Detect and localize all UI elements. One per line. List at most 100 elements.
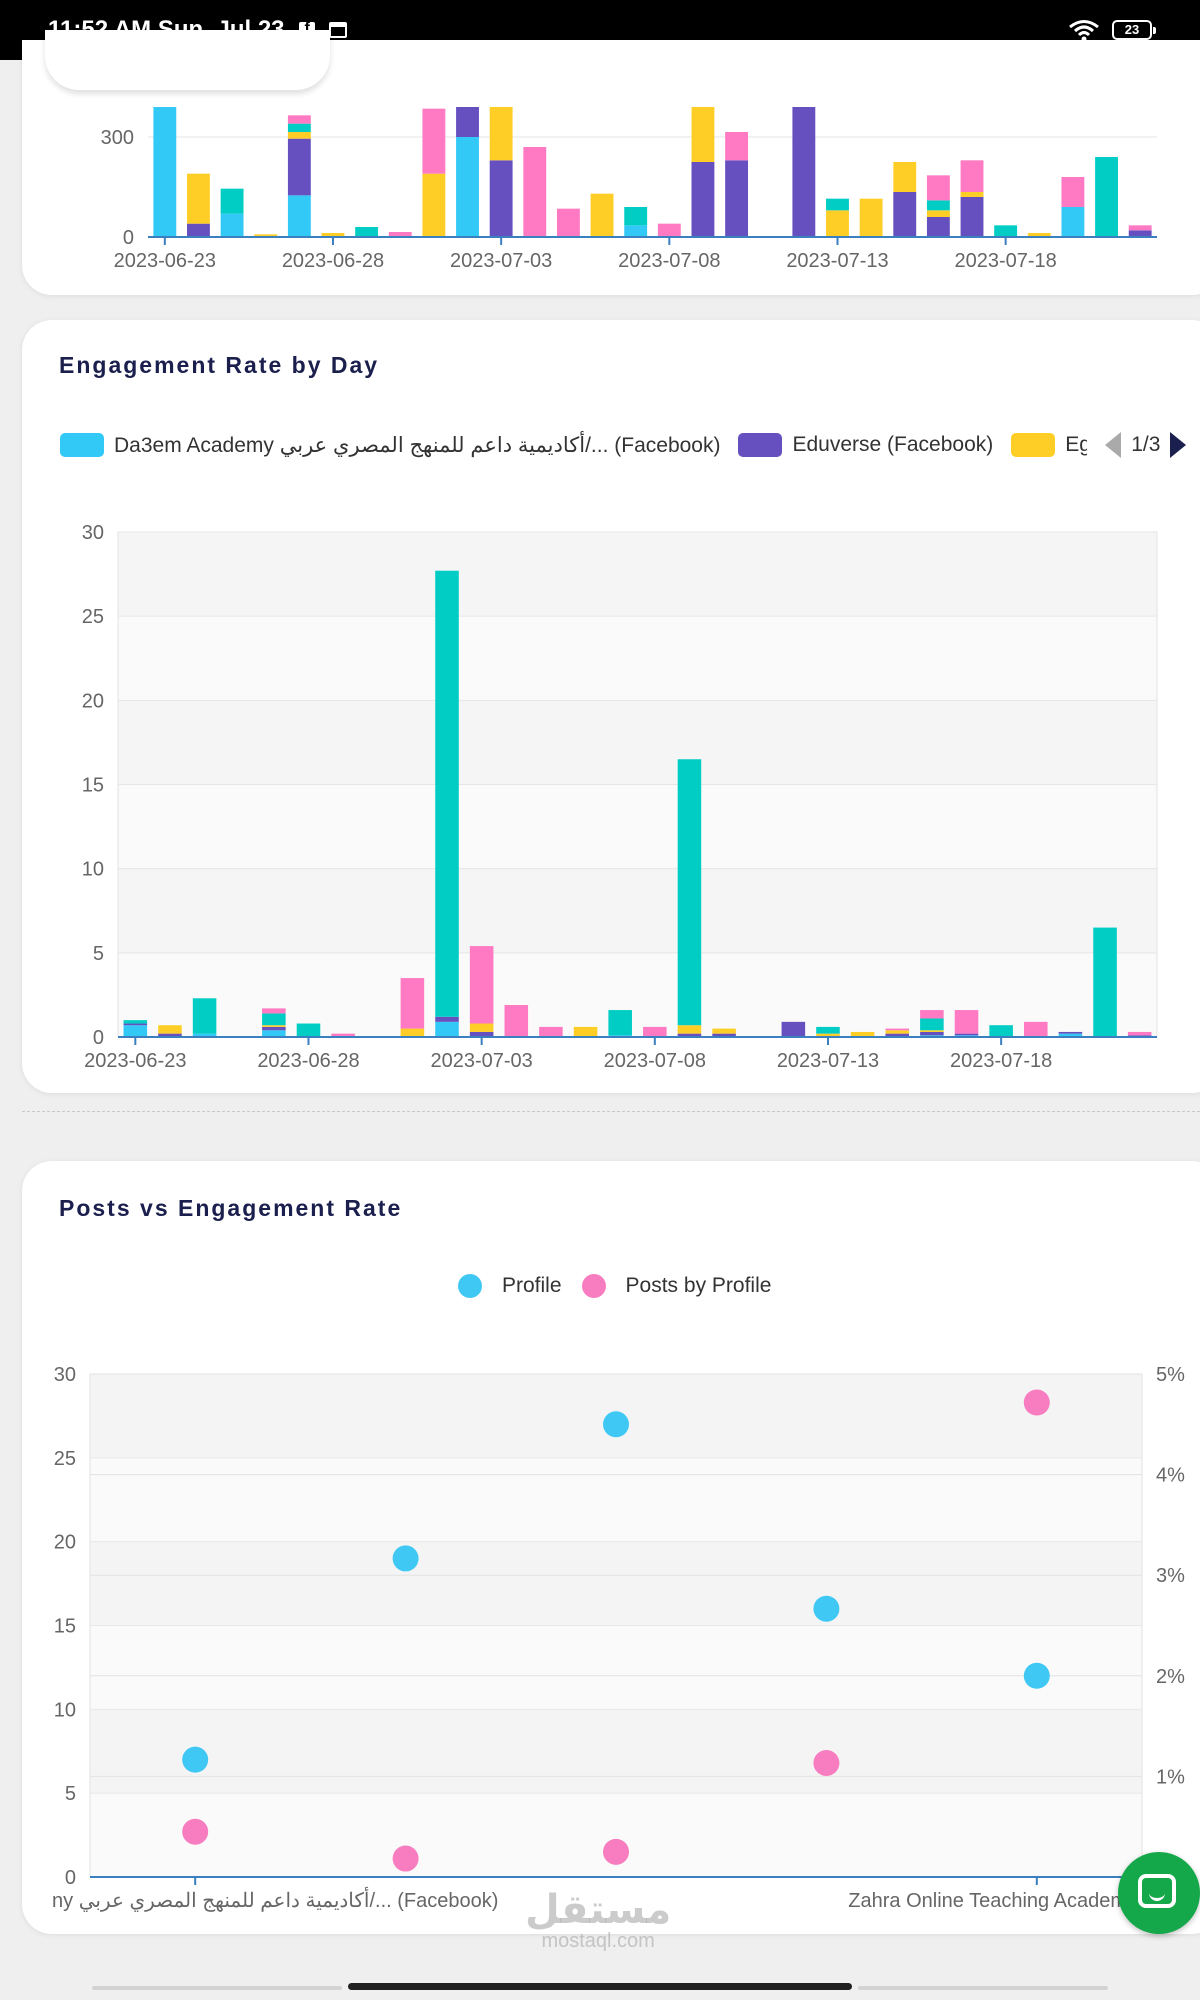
scatter-legend: Profile Posts by Profile: [458, 1274, 789, 1298]
bar-segment: [657, 223, 681, 237]
bar-segment: [1024, 1021, 1048, 1037]
scatter-card-title: Posts vs Engagement Rate: [59, 1195, 403, 1221]
bar-segment: [262, 1025, 286, 1027]
watermark-arabic: مستقل: [525, 1888, 672, 1932]
plot-band: [118, 952, 1157, 1037]
bar-segment: [254, 234, 278, 237]
bar-segment: [220, 188, 244, 214]
bar-segment: [691, 162, 715, 237]
bar-segment: [1095, 157, 1118, 237]
y2-tick-label: 4%: [1156, 1465, 1185, 1487]
dropdown-pill[interactable]: [45, 30, 330, 90]
nav-side-left: [92, 1986, 342, 1990]
bar-segment: [885, 1028, 910, 1031]
plot-band: [90, 1457, 1142, 1542]
bar-segment: [504, 1005, 529, 1037]
y-tick-label: 25: [82, 606, 104, 628]
bar-segment: [893, 162, 917, 192]
x-tick-label: 2023-06-23: [84, 1050, 186, 1072]
wifi-icon: [1069, 20, 1099, 42]
watermark-logo: مستقل mostaql.com: [525, 1890, 671, 1953]
scatter-point: [603, 1838, 629, 1865]
legend-page: 1/3: [1131, 433, 1161, 456]
bar-segment: [1027, 233, 1051, 237]
bar-segment: [826, 198, 849, 211]
home-handle[interactable]: [348, 1983, 852, 1990]
legend-label: Eduverse (Facebook): [792, 433, 994, 456]
scatter-card: Posts vs Engagement Rate Profile Posts b…: [22, 1161, 1200, 1934]
bar-segment: [1058, 1033, 1083, 1037]
bar-segment: [725, 160, 749, 237]
y-tick-label: 20: [82, 690, 104, 712]
scatter-point: [392, 1545, 419, 1572]
legend-item-eg[interactable]: Eg: [1011, 433, 1087, 457]
legend-label: Posts by Profile: [625, 1274, 772, 1297]
bar-segment: [123, 1023, 148, 1026]
bar-segment: [1093, 927, 1117, 1037]
scatter-point: [392, 1845, 419, 1872]
scatter-chart: 0 5 10 15 20 25 30 1% 2% 3% 4% 5% ny أكاديمية داعم ل…: [52, 1364, 1185, 1912]
bar-segment: [422, 173, 446, 237]
scatter-point: [813, 1749, 840, 1776]
plot-band: [118, 616, 1157, 701]
scatter-point: [182, 1746, 209, 1773]
x-tick-label: 2023-06-28: [282, 250, 384, 272]
chat-button[interactable]: [1118, 1852, 1200, 1934]
legend-dot: [458, 1274, 482, 1298]
bar-segment: [960, 160, 984, 192]
plot-band: [118, 784, 1157, 869]
bar-segment: [926, 217, 950, 237]
bar-segment: [287, 123, 311, 132]
legend-item-posts-by-profile[interactable]: Posts by Profile: [581, 1274, 772, 1298]
legend-item-profile[interactable]: Profile: [458, 1274, 562, 1298]
bar-segment: [192, 1033, 217, 1037]
bar-segment: [989, 1025, 1013, 1037]
scatter-point: [813, 1595, 840, 1622]
bar-segment: [954, 1010, 979, 1034]
bar-segment: [123, 1020, 148, 1024]
y-tick-label: 300: [101, 127, 134, 149]
bar-segment: [960, 192, 984, 197]
scatter-point: [182, 1818, 209, 1845]
bar-segment: [355, 227, 379, 237]
bar-segment: [954, 1033, 979, 1036]
bar-segment: [920, 1018, 944, 1031]
bar-segment: [539, 1026, 563, 1037]
bar-segment: [920, 1031, 944, 1036]
bar-segment: [158, 1025, 182, 1034]
bar-segment: [287, 138, 311, 196]
y-tick-label: 15: [54, 1616, 76, 1638]
bar-segment: [158, 1033, 182, 1037]
bar-segment: [187, 223, 210, 237]
bar-segment: [792, 107, 816, 237]
plot-band: [90, 1625, 1142, 1710]
plot-band: [90, 1709, 1142, 1794]
bar-segment: [926, 210, 950, 217]
bar-segment: [677, 1033, 702, 1037]
bar-segment: [388, 232, 412, 237]
y2-tick-label: 1%: [1156, 1766, 1185, 1788]
bar-segment: [1128, 230, 1152, 237]
bar-segment: [816, 1033, 840, 1037]
legend-next-icon[interactable]: [1170, 432, 1187, 458]
y-tick-label: 30: [82, 522, 104, 544]
bar-segment: [926, 175, 950, 201]
bar-segment: [153, 107, 177, 237]
legend-label: Da3em Academy أكاديمية داعم للمنهج المصر…: [114, 433, 721, 457]
watermark-latin: mostaql.com: [541, 1930, 655, 1952]
bar-segment: [826, 210, 849, 237]
y2-tick-label: 5%: [1156, 1364, 1185, 1386]
legend-item-da3em[interactable]: Da3em Academy أكاديمية داعم للمنهج المصر…: [60, 433, 720, 458]
bar-segment: [192, 998, 217, 1034]
bar-segment: [469, 946, 494, 1024]
legend-label: Profile: [502, 1274, 562, 1297]
legend-item-eduverse[interactable]: Eduverse (Facebook): [738, 433, 993, 457]
engagement-card: Engagement Rate by Day Da3em Academy أكا…: [22, 320, 1200, 1093]
engagement-legend: Da3em Academy أكاديمية داعم للمنهج المصر…: [60, 432, 1200, 458]
bar-segment: [287, 132, 311, 139]
bar-segment: [287, 195, 311, 237]
x-tick-label: 2023-07-13: [777, 1050, 879, 1072]
legend-prev-icon[interactable]: [1105, 432, 1122, 458]
bar-segment: [712, 1033, 736, 1037]
bar-segment: [1127, 1031, 1152, 1036]
